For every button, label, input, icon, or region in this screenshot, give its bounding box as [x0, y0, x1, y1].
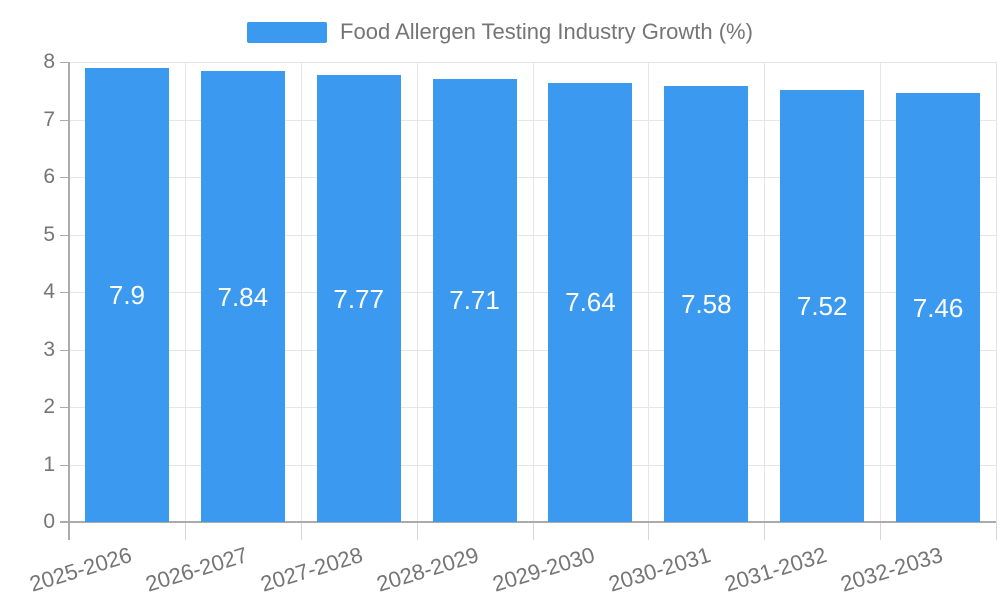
y-tick-label: 3: [43, 337, 55, 361]
legend-swatch-icon: [247, 21, 328, 43]
x-gridline: [416, 62, 418, 522]
bar[interactable]: [896, 93, 981, 522]
x-gridline: [532, 62, 534, 522]
x-gridline: [300, 62, 302, 522]
x-gridline: [184, 62, 186, 522]
x-axis-tick: [880, 522, 882, 540]
bar[interactable]: [664, 86, 749, 522]
legend[interactable]: Food Allergen Testing Industry Growth (%…: [0, 18, 1000, 46]
x-axis-tick: [532, 522, 534, 540]
bar-value-label: 7.71: [449, 285, 500, 316]
y-axis-tick: [60, 234, 69, 236]
x-gridline: [648, 62, 650, 522]
y-tick-label: 5: [43, 222, 55, 246]
x-axis-tick: [764, 522, 766, 540]
x-axis-tick: [416, 522, 418, 540]
y-tick-label: 1: [43, 452, 55, 476]
bar-value-label: 7.46: [912, 292, 964, 323]
bar-value-label: 7.52: [796, 290, 848, 321]
x-axis-tick: [648, 522, 650, 540]
x-category-label: 2028-2029: [373, 542, 482, 597]
x-category-label: 2026-2027: [142, 542, 251, 597]
x-gridline: [880, 62, 882, 522]
bar-value-label: 7.77: [333, 283, 384, 314]
bar[interactable]: [200, 71, 285, 522]
y-axis-line: [68, 62, 70, 540]
bar-value-label: 7.84: [217, 281, 269, 312]
y-axis-tick: [60, 464, 69, 466]
bar[interactable]: [432, 78, 517, 522]
y-tick-label: 7: [43, 107, 55, 131]
x-gridline: [996, 62, 997, 522]
y-axis-tick: [60, 292, 69, 293]
x-category-label: 2030-2031: [605, 542, 714, 597]
bar[interactable]: [548, 82, 633, 522]
x-category-label: 2031-2032: [721, 542, 830, 597]
y-axis-tick: [60, 177, 69, 178]
bar-value-label: 7.9: [108, 279, 146, 310]
x-axis-tick: [300, 522, 302, 540]
x-category-label: 2025-2026: [26, 542, 135, 597]
x-category-label: 2029-2030: [489, 542, 598, 597]
y-tick-label: 4: [43, 280, 55, 303]
y-axis-tick: [60, 349, 69, 351]
y-tick-label: 0: [43, 510, 55, 533]
bar-value-label: 7.58: [681, 289, 732, 320]
bar[interactable]: [84, 67, 169, 522]
y-axis-tick: [60, 119, 69, 121]
y-tick-label: 2: [43, 395, 55, 418]
x-axis-line: [60, 521, 996, 523]
y-axis-tick: [60, 62, 69, 63]
x-gridline: [764, 62, 766, 522]
y-tick-label: 6: [43, 165, 55, 188]
bar[interactable]: [780, 89, 865, 522]
legend-label: Food Allergen Testing Industry Growth (%…: [340, 19, 753, 44]
x-axis-tick: [184, 522, 186, 540]
bar[interactable]: [316, 75, 401, 522]
bar-value-label: 7.64: [565, 287, 616, 318]
x-category-label: 2032-2033: [837, 542, 946, 597]
x-category-label: 2027-2028: [258, 542, 366, 597]
x-axis-tick: [996, 522, 997, 540]
y-axis-tick: [60, 407, 69, 408]
y-tick-label: 8: [43, 50, 55, 73]
